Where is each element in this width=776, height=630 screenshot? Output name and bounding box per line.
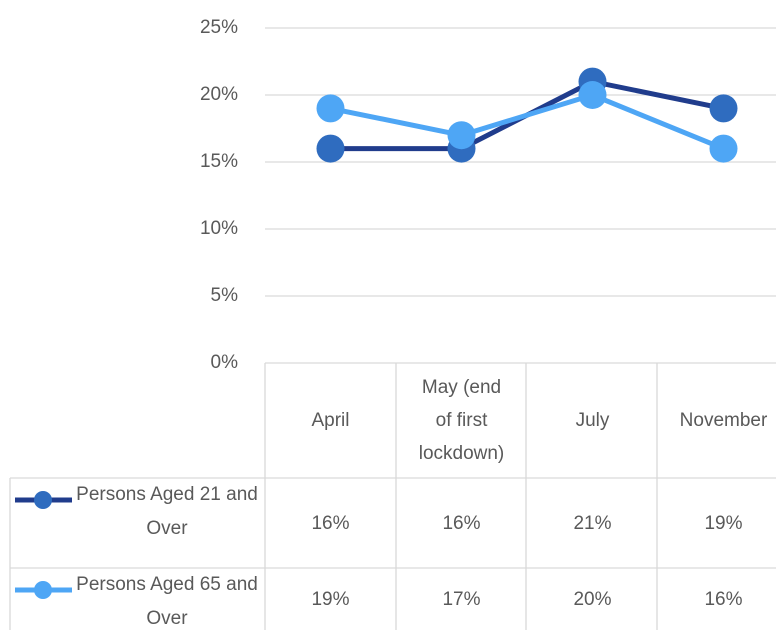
y-tick-label: 20% — [199, 84, 238, 105]
marker — [578, 81, 607, 109]
category-label: May (end of first lockdown) — [418, 377, 505, 464]
y-tick-label: 10% — [199, 218, 238, 239]
category-label: April — [311, 410, 350, 431]
data-label: 19% — [311, 588, 350, 610]
legend-label: Persons Aged 65 and Over — [76, 574, 258, 629]
data-label: 16% — [704, 588, 743, 610]
legend-marker — [34, 491, 52, 509]
data-label: 20% — [573, 588, 612, 610]
data-label: 16% — [311, 512, 350, 534]
y-tick-label: 15% — [199, 151, 238, 172]
marker — [316, 94, 345, 123]
data-label: 16% — [442, 512, 481, 534]
category-label: July — [575, 410, 610, 431]
marker — [709, 94, 738, 123]
y-tick-label: 25% — [199, 17, 238, 38]
data-label: 17% — [442, 588, 481, 610]
marker — [447, 121, 476, 150]
data-label: 19% — [704, 512, 743, 534]
series-line — [329, 92, 725, 151]
legend-label: Persons Aged 21 and Over — [76, 484, 258, 539]
marker — [709, 134, 738, 163]
data-label: 21% — [573, 512, 612, 534]
y-tick-label: 0% — [210, 352, 238, 373]
marker — [316, 134, 345, 163]
category-label: November — [679, 410, 768, 431]
y-tick-label: 5% — [210, 285, 238, 306]
legend-marker — [34, 581, 52, 599]
